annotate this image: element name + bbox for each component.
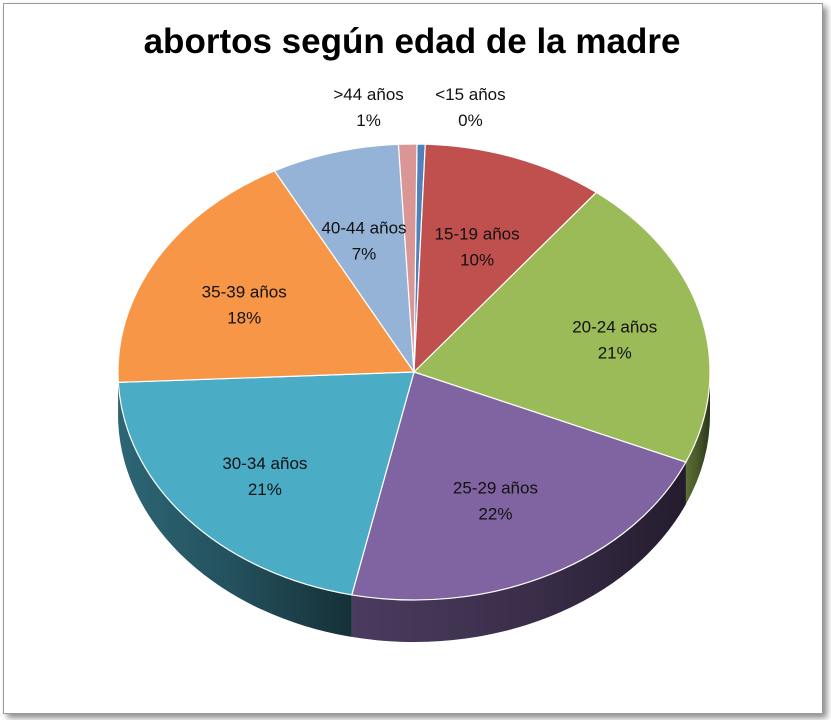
slice-percent-label: 18% <box>227 309 261 328</box>
pie-slice-5 <box>117 170 416 383</box>
slice-label: 20-24 años <box>572 317 657 336</box>
slice-percent-label: 22% <box>478 505 512 524</box>
pie-slice-3 <box>351 371 687 601</box>
pie-slice-4 <box>117 371 415 596</box>
slice-label: 30-34 años <box>222 454 307 473</box>
pie-slice-7 <box>397 143 418 373</box>
pie-slice-1 <box>413 143 598 374</box>
pie-slice-2 <box>412 191 711 463</box>
slice-percent-label: 21% <box>598 343 632 362</box>
slice-label: <15 años <box>435 85 505 104</box>
slice-percent-label: 1% <box>356 111 381 130</box>
slice-percent-label: 0% <box>458 111 483 130</box>
slice-percent-label: 10% <box>460 250 494 269</box>
slice-label: 15-19 años <box>435 224 520 243</box>
chart-title: abortos según edad de la madre <box>143 22 681 61</box>
slice-label: 25-29 años <box>453 479 538 498</box>
slice-percent-label: 7% <box>352 245 377 264</box>
pie-slice-side-shade-4 <box>118 382 352 637</box>
pie-slice-side-shade-3 <box>351 462 686 642</box>
slice-label: 35-39 años <box>202 283 287 302</box>
slice-label: >44 años <box>333 85 403 104</box>
pie-slice-6 <box>273 143 415 375</box>
slice-label: 40-44 años <box>321 219 406 238</box>
slice-percent-label: 21% <box>248 480 282 499</box>
